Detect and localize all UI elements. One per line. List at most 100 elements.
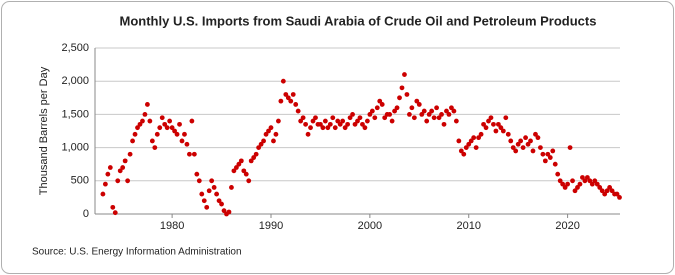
point bbox=[340, 118, 346, 124]
point bbox=[377, 98, 383, 104]
point bbox=[424, 118, 430, 124]
point bbox=[172, 128, 177, 134]
point bbox=[557, 178, 563, 184]
point bbox=[253, 151, 259, 157]
point bbox=[132, 131, 138, 137]
point bbox=[313, 115, 318, 121]
point bbox=[468, 138, 474, 144]
point bbox=[231, 168, 237, 174]
point bbox=[135, 125, 140, 131]
point bbox=[589, 181, 595, 187]
source-note: Source: U.S. Energy Information Administ… bbox=[32, 247, 242, 258]
point bbox=[303, 121, 308, 127]
point bbox=[184, 141, 190, 147]
point bbox=[540, 151, 546, 157]
point bbox=[330, 115, 336, 121]
point bbox=[288, 98, 294, 104]
point bbox=[145, 102, 150, 107]
point bbox=[233, 165, 239, 170]
point bbox=[142, 112, 148, 117]
y-tick-label: 2,000 bbox=[61, 75, 89, 87]
point bbox=[355, 118, 360, 124]
point bbox=[520, 145, 526, 151]
point bbox=[439, 112, 444, 117]
point bbox=[592, 178, 598, 184]
point bbox=[513, 148, 519, 154]
x-tick-label: 2000 bbox=[358, 220, 382, 232]
point bbox=[508, 138, 514, 144]
point bbox=[105, 171, 111, 177]
point bbox=[387, 112, 393, 117]
point bbox=[327, 121, 333, 127]
point bbox=[572, 188, 578, 194]
point bbox=[221, 208, 227, 214]
point bbox=[357, 115, 363, 121]
point bbox=[411, 115, 417, 121]
point bbox=[466, 141, 472, 147]
point bbox=[431, 115, 437, 121]
point bbox=[471, 135, 477, 141]
point bbox=[159, 115, 165, 121]
point bbox=[582, 178, 588, 184]
point bbox=[127, 151, 133, 157]
point bbox=[394, 105, 400, 111]
point bbox=[364, 118, 370, 124]
point bbox=[530, 148, 536, 154]
point bbox=[434, 105, 439, 111]
point bbox=[350, 112, 355, 117]
point bbox=[305, 131, 311, 137]
point bbox=[535, 135, 541, 141]
point bbox=[273, 131, 279, 137]
point bbox=[335, 118, 341, 124]
point bbox=[367, 112, 373, 117]
point bbox=[149, 138, 155, 144]
point bbox=[322, 118, 328, 124]
point bbox=[352, 121, 358, 127]
point bbox=[533, 131, 538, 137]
point bbox=[550, 148, 556, 154]
point bbox=[525, 141, 531, 147]
point bbox=[147, 118, 153, 124]
point bbox=[389, 118, 395, 124]
point bbox=[201, 198, 207, 204]
point bbox=[402, 72, 407, 77]
point bbox=[416, 102, 422, 107]
point bbox=[617, 195, 622, 200]
point bbox=[488, 115, 494, 121]
point bbox=[463, 145, 469, 151]
point bbox=[404, 92, 410, 97]
point bbox=[229, 185, 234, 190]
point bbox=[100, 191, 106, 197]
point bbox=[562, 185, 568, 190]
point bbox=[110, 204, 116, 210]
point bbox=[473, 145, 479, 151]
point bbox=[555, 171, 561, 177]
point bbox=[594, 181, 600, 187]
point bbox=[552, 161, 558, 167]
point bbox=[486, 118, 491, 124]
point bbox=[538, 145, 543, 151]
point bbox=[476, 135, 482, 141]
point bbox=[399, 85, 405, 91]
point bbox=[300, 115, 306, 121]
point bbox=[214, 191, 220, 197]
point bbox=[584, 175, 590, 180]
point bbox=[429, 108, 435, 114]
point bbox=[310, 118, 316, 124]
point bbox=[560, 181, 566, 187]
point bbox=[542, 158, 548, 164]
point bbox=[449, 105, 454, 111]
point bbox=[209, 178, 215, 184]
point bbox=[243, 171, 249, 177]
point bbox=[369, 108, 375, 114]
point bbox=[567, 145, 573, 151]
y-tick-label: 500 bbox=[71, 175, 89, 187]
point bbox=[597, 185, 603, 190]
point bbox=[570, 178, 575, 184]
point bbox=[295, 108, 301, 114]
point bbox=[372, 115, 378, 121]
point bbox=[191, 151, 197, 157]
point bbox=[419, 112, 425, 117]
point bbox=[261, 138, 266, 144]
